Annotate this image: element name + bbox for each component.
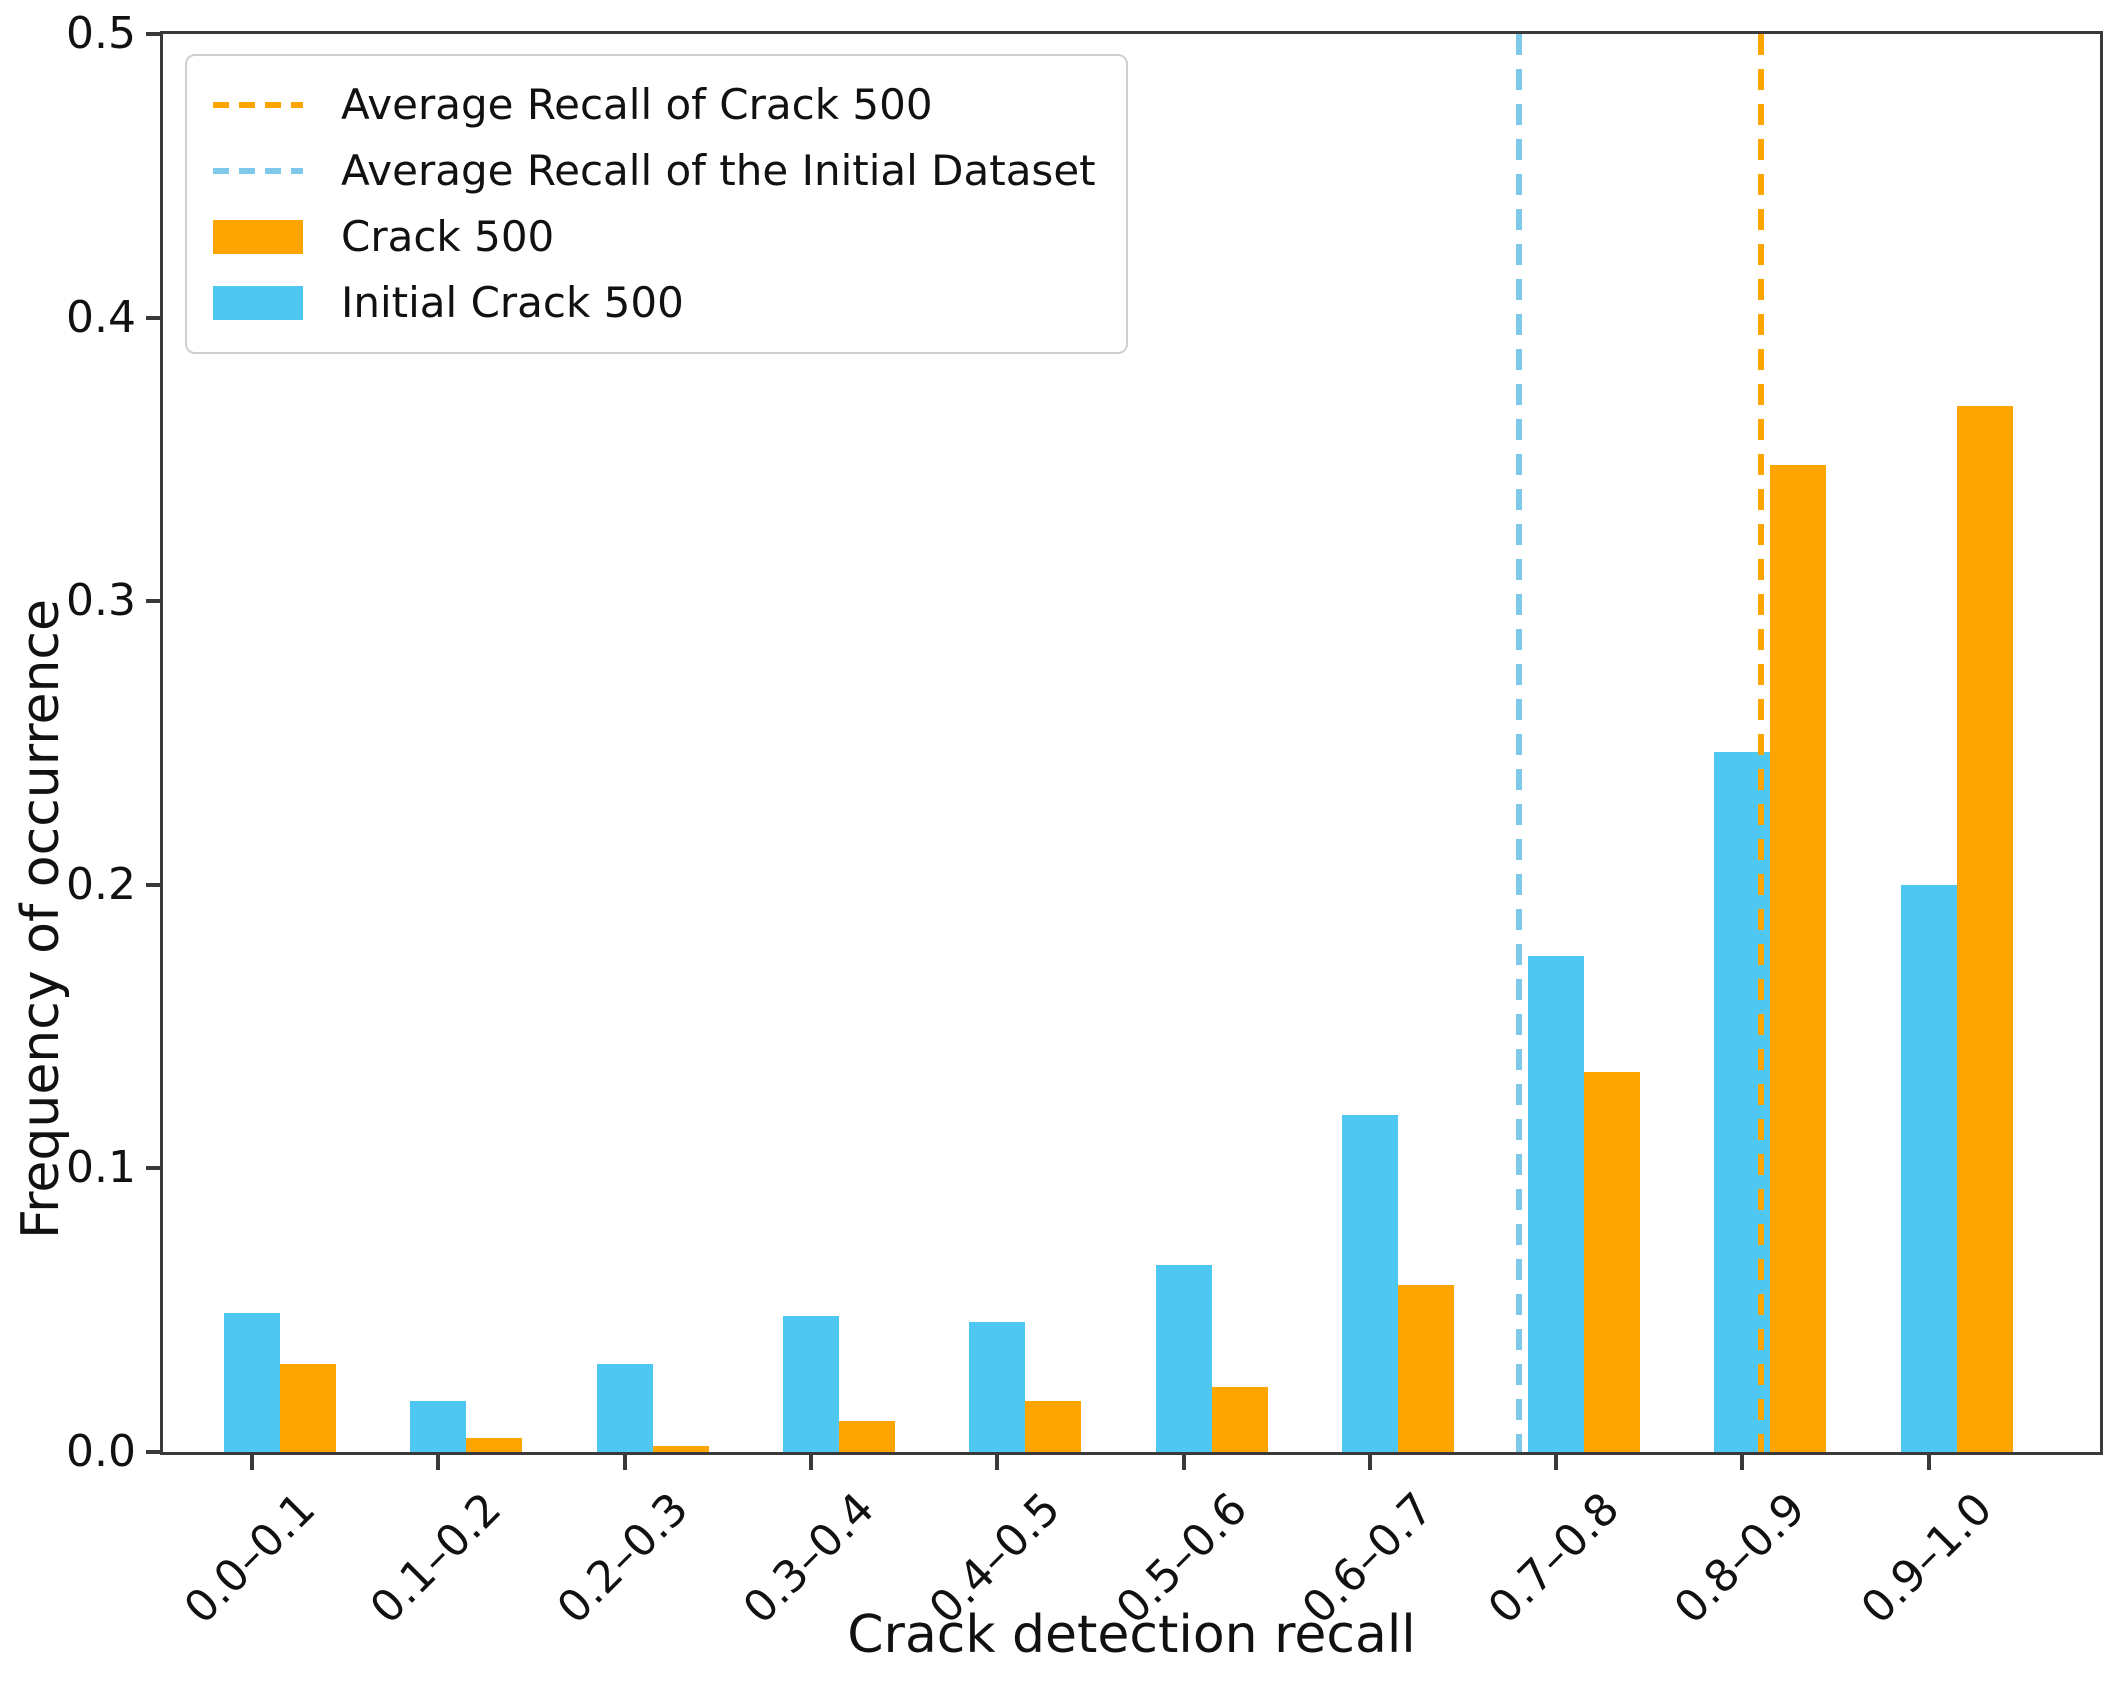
legend: Average Recall of Crack 500 Average Recal… <box>185 54 1128 354</box>
legend-label: Average Recall of the Initial Dataset <box>341 146 1096 195</box>
bar-crack-500-0.1–0.2 <box>466 1437 523 1452</box>
bar-initial-crack-500-0.4–0.5 <box>969 1321 1026 1452</box>
x-tick-mark-0.2–0.3 <box>622 1455 627 1470</box>
bar-crack-500-0.2–0.3 <box>652 1446 709 1452</box>
legend-label: Initial Crack 500 <box>341 278 684 327</box>
y-tick-mark-0.2 <box>146 882 160 887</box>
y-tick-mark-0.0 <box>146 1450 160 1454</box>
bar-crack-500-0.7–0.8 <box>1584 1072 1641 1452</box>
x-tick-mark-0.5–0.6 <box>1181 1455 1186 1470</box>
bar-crack-500-0.5–0.6 <box>1211 1386 1268 1452</box>
bar-initial-crack-500-0.0–0.1 <box>224 1313 280 1452</box>
legend-dashed-line-swatch <box>213 102 303 108</box>
vline-average-recall-of-crack-500 <box>1758 34 1764 1452</box>
x-tick-mark-0.1–0.2 <box>436 1455 441 1470</box>
y-axis-title: Frequency of occurrence <box>11 599 71 1239</box>
y-tick-mark-0.4 <box>146 315 160 320</box>
vline-average-recall-of-the-initial-dataset <box>1515 34 1522 1452</box>
swatch <box>213 168 303 174</box>
y-tick-mark-0.5 <box>146 32 160 36</box>
y-tick-label-0.1: 0.1 <box>66 1142 136 1194</box>
swatch <box>213 102 303 108</box>
x-tick-mark-0.6–0.7 <box>1367 1455 1372 1470</box>
legend-dashed-line-swatch <box>213 168 303 174</box>
bar-crack-500-0.0–0.1 <box>280 1364 336 1452</box>
swatch <box>213 220 303 254</box>
y-tick-mark-0.1 <box>146 1166 160 1171</box>
legend-color-patch-swatch <box>213 286 303 320</box>
bar-crack-500-0.4–0.5 <box>1025 1401 1082 1452</box>
bar-crack-500-0.9–1.0 <box>1956 405 2013 1452</box>
x-tick-mark-0.0–0.1 <box>250 1455 254 1470</box>
x-tick-mark-0.3–0.4 <box>808 1455 813 1470</box>
x-tick-mark-0.7–0.8 <box>1554 1455 1559 1470</box>
y-tick-mark-0.3 <box>146 599 160 604</box>
bar-initial-crack-500-0.7–0.8 <box>1528 955 1585 1452</box>
x-tick-mark-0.8–0.9 <box>1740 1455 1745 1470</box>
bar-crack-500-0.8–0.9 <box>1770 465 1827 1452</box>
legend-label: Crack 500 <box>341 212 555 261</box>
x-tick-mark-0.4–0.5 <box>995 1455 1000 1470</box>
bar-initial-crack-500-0.3–0.4 <box>782 1315 839 1452</box>
x-axis-title: Crack detection recall <box>847 1605 1416 1665</box>
y-tick-label-0.0: 0.0 <box>66 1426 136 1477</box>
legend-color-patch-swatch <box>213 220 303 254</box>
y-tick-label-0.3: 0.3 <box>66 575 136 627</box>
swatch <box>213 286 303 320</box>
bar-crack-500-0.6–0.7 <box>1397 1284 1454 1452</box>
bar-initial-crack-500-0.9–1.0 <box>1900 884 1957 1452</box>
y-tick-label-0.5: 0.5 <box>66 8 136 59</box>
legend-label: Average Recall of Crack 500 <box>341 80 933 129</box>
legend-row-average-recall-of-crack-500: Average Recall of Crack 500 <box>213 72 1096 138</box>
bar-initial-crack-500-0.1–0.2 <box>410 1401 467 1452</box>
bar-initial-crack-500-0.2–0.3 <box>596 1364 653 1452</box>
legend-row-average-recall-of-the-initial-dataset: Average Recall of the Initial Dataset <box>213 138 1096 204</box>
x-tick-mark-0.9–1.0 <box>1926 1455 1931 1470</box>
legend-row-crack-500: Crack 500 <box>213 204 1096 270</box>
plot-area: Average Recall of Crack 500 Average Recal… <box>160 31 2103 1455</box>
bar-crack-500-0.3–0.4 <box>838 1420 895 1452</box>
y-tick-label-0.4: 0.4 <box>66 291 136 343</box>
bar-initial-crack-500-0.6–0.7 <box>1341 1114 1398 1452</box>
bar-initial-crack-500-0.5–0.6 <box>1155 1264 1212 1452</box>
y-tick-label-0.2: 0.2 <box>66 858 136 910</box>
legend-row-initial-crack-500: Initial Crack 500 <box>213 270 1096 336</box>
